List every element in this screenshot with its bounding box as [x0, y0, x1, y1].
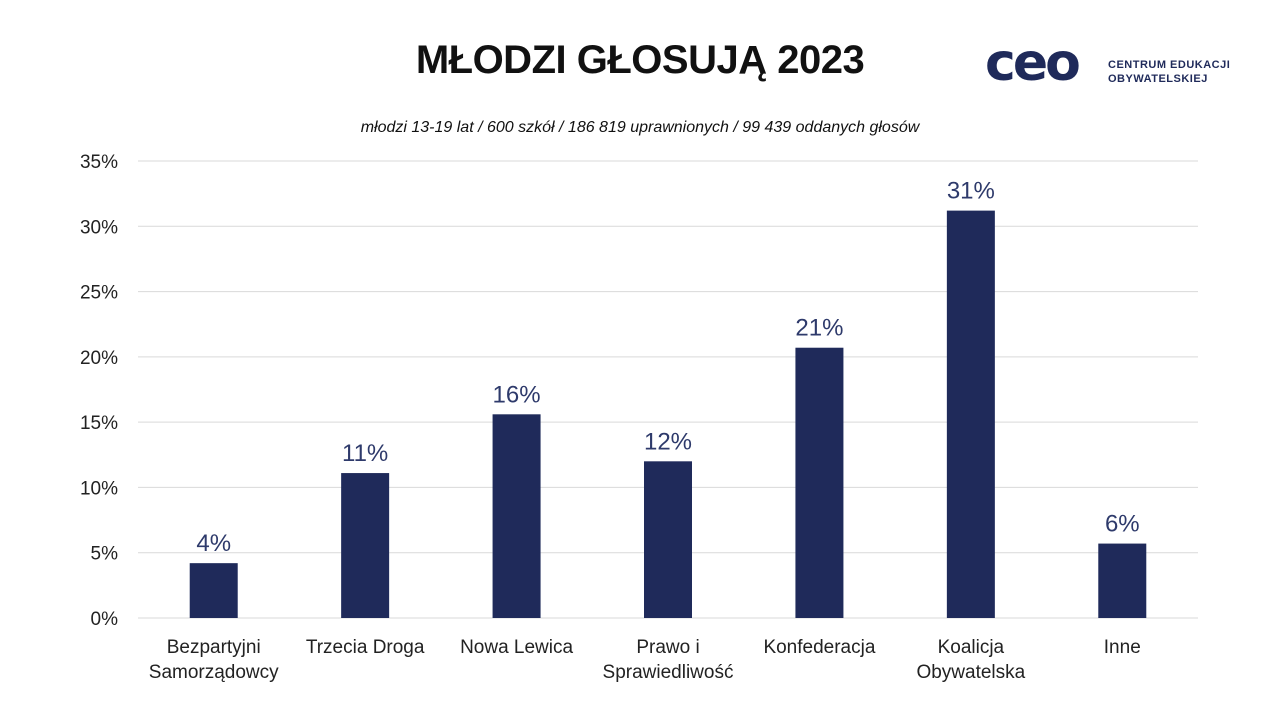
y-tick-label: 10% — [80, 478, 118, 499]
y-tick-label: 5% — [91, 544, 119, 565]
bar — [341, 473, 390, 618]
data-label: 11% — [342, 440, 388, 467]
y-tick-label: 0% — [91, 609, 119, 630]
x-tick-label-line: Trzecia Droga — [306, 637, 425, 658]
bar — [492, 414, 541, 618]
bar — [795, 347, 844, 618]
ceo-logo-text: ceo — [985, 40, 1079, 88]
x-tick-label-line: Konfederacja — [763, 637, 875, 658]
data-label: 6% — [1105, 511, 1140, 538]
x-tick-label: Koalicja Obywatelska — [916, 637, 1025, 683]
x-tick-label: Trzecia Droga — [306, 637, 425, 658]
y-axis-ticks: 0% 5% 10% 15% 20% 25% 30% 35% — [80, 152, 118, 630]
x-tick-label-line: Obywatelska — [916, 662, 1025, 683]
y-tick-label: 20% — [80, 348, 118, 369]
bar — [946, 210, 995, 619]
x-tick-label: Prawo i Sprawiedliwość — [603, 637, 734, 683]
bar — [1098, 543, 1147, 618]
x-tick-label-line: Nowa Lewica — [460, 637, 573, 658]
data-label: 12% — [644, 428, 692, 455]
bar — [644, 461, 692, 618]
x-tick-label: Konfederacja — [763, 637, 875, 658]
x-tick-label: Inne — [1104, 637, 1141, 658]
data-label: 21% — [795, 315, 843, 342]
logo-line-2: OBYWATELSKIEJ — [1108, 73, 1208, 85]
x-tick-label-line: Samorządowcy — [149, 662, 279, 683]
y-tick-label: 15% — [80, 413, 118, 434]
bar — [189, 563, 238, 618]
logo-line-1: CENTRUM EDUKACJI — [1108, 59, 1231, 71]
x-tick-label-line: Inne — [1104, 637, 1141, 658]
ceo-logo-mark: ceo — [985, 40, 1082, 88]
data-label: 4% — [196, 530, 231, 557]
y-tick-label: 30% — [80, 217, 118, 238]
data-label: 16% — [493, 381, 541, 408]
x-tick-label-line: Bezpartyjni — [167, 637, 261, 658]
chart-subtitle: młodzi 13-19 lat / 600 szkół / 186 819 u… — [360, 119, 920, 136]
x-tick-label-line: Koalicja — [938, 637, 1005, 658]
data-labels: 4% 11% 16% 12% 21% 31% 6% — [196, 178, 1139, 558]
x-tick-label-line: Prawo i — [636, 637, 699, 658]
data-label: 31% — [947, 178, 995, 205]
x-tick-label: Bezpartyjni Samorządowcy — [149, 637, 279, 683]
x-tick-label-line: Sprawiedliwość — [603, 662, 734, 683]
y-tick-label: 35% — [80, 152, 118, 173]
chart-title: MŁODZI GŁOSUJĄ 2023 — [415, 38, 865, 82]
ceo-logo: ceo CENTRUM EDUKACJI OBYWATELSKIEJ — [985, 40, 1245, 88]
bars — [189, 210, 1147, 619]
x-tick-label: Nowa Lewica — [460, 637, 573, 658]
y-tick-label: 25% — [80, 283, 118, 304]
x-axis-ticks: Bezpartyjni Samorządowcy Trzecia Droga Nowa… — [149, 637, 1141, 683]
